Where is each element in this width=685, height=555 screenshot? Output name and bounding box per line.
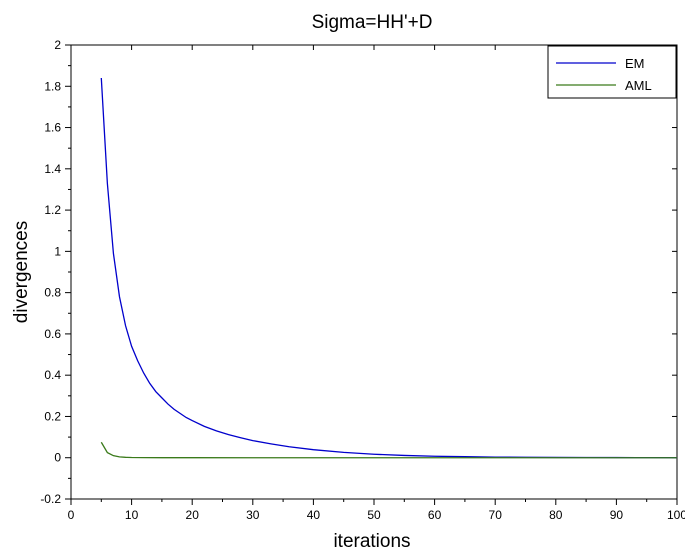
y-tick-label: 1.4: [44, 162, 61, 176]
y-tick-label: -0.2: [40, 492, 61, 506]
plot-area-frame: [70, 44, 678, 500]
y-tick-label: 1.6: [44, 121, 61, 135]
y-tick-label: 1.8: [44, 79, 61, 93]
x-tick-label: 10: [125, 508, 139, 522]
x-tick-label: 90: [610, 508, 624, 522]
y-tick-label: 0.4: [44, 368, 61, 382]
x-tick-label: 60: [428, 508, 442, 522]
legend-label-em: EM: [625, 56, 645, 71]
legend-label-aml: AML: [625, 78, 652, 93]
x-tick-label: 30: [246, 508, 260, 522]
series-line-em: [100, 77, 678, 459]
y-tick-label: 0.8: [44, 286, 61, 300]
y-tick-label: 1: [54, 244, 61, 258]
x-tick-label: 20: [186, 508, 200, 522]
x-tick-label: 100: [667, 508, 685, 522]
x-tick-label: 80: [549, 508, 563, 522]
series-line-aml: [100, 441, 677, 459]
x-tick-label: 40: [307, 508, 321, 522]
x-tick-label: 0: [68, 508, 75, 522]
y-tick-label: 0.2: [44, 409, 61, 423]
legend: EM AML: [547, 45, 677, 99]
x-tick-label: 70: [489, 508, 503, 522]
x-axis-label: iterations: [333, 531, 410, 550]
legend-box: [547, 45, 677, 99]
chart-title: Sigma=HH'+D: [312, 12, 433, 33]
series-layer: [100, 77, 678, 459]
y-tick-label: 1.2: [44, 203, 61, 217]
y-axis-label: divergences: [11, 221, 32, 323]
ticks-layer: 0 10 20 30 40 50 60 70 80 90 100 -0.2 0 0.2 0.4 0.6 0.8 1…: [40, 38, 685, 522]
x-tick-label: 50: [367, 508, 381, 522]
y-tick-label: 0.6: [44, 327, 61, 341]
y-tick-label: 2: [54, 38, 61, 52]
y-tick-label: 0: [54, 451, 61, 465]
